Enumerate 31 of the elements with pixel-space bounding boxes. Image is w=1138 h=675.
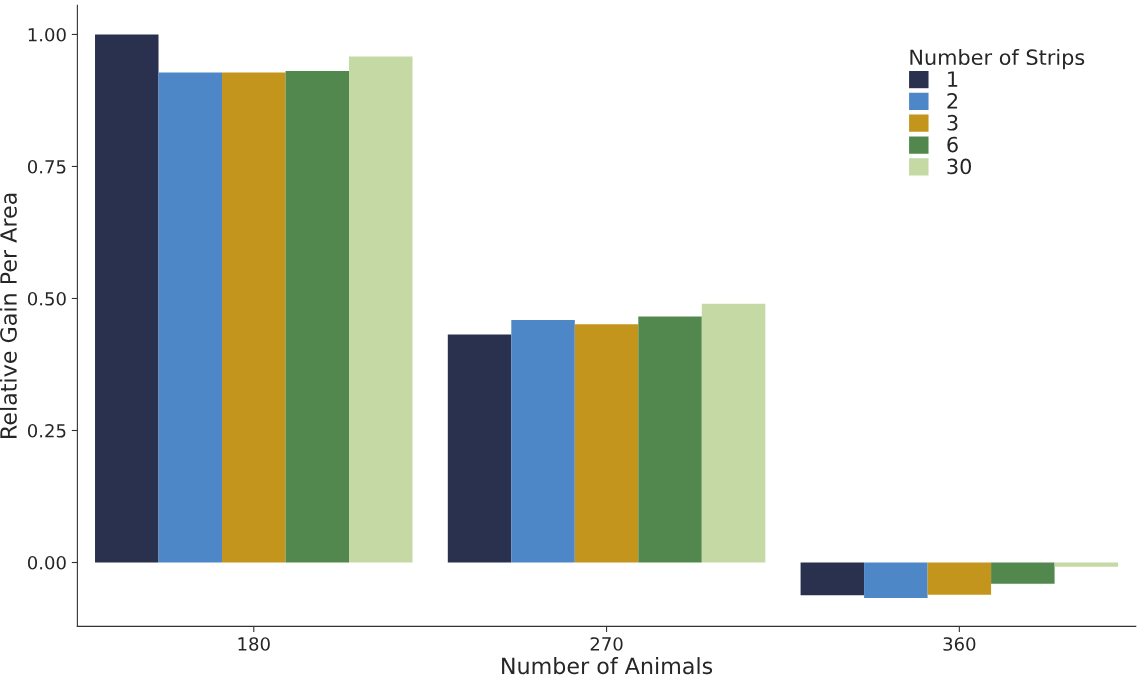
bar: [864, 562, 928, 598]
legend-title: Number of Strips: [910, 48, 1085, 70]
bar: [95, 34, 159, 563]
bar: [991, 562, 1055, 584]
bar: [800, 562, 865, 596]
legend-label: 1: [948, 71, 958, 87]
bar: [638, 316, 702, 563]
bar: [285, 70, 350, 563]
bar: [1054, 562, 1119, 567]
legend-label: 30: [947, 158, 972, 175]
legend-label: 6: [947, 136, 958, 153]
x-tick-label: 180: [238, 637, 270, 651]
x-tick-label: 360: [943, 637, 976, 651]
y-tick-label: 0.50: [27, 291, 66, 306]
bar: [158, 72, 223, 563]
y-tick-label: 1.00: [28, 27, 66, 42]
x-tick-label: 270: [590, 637, 623, 651]
y-axis-title: Relative Gain Per Area: [0, 193, 17, 438]
bar: [447, 334, 512, 563]
legend-label: 3: [947, 114, 958, 131]
bar: [222, 72, 286, 563]
y-tick-label: 0.00: [27, 555, 66, 570]
bar: [701, 303, 766, 563]
bar: [574, 324, 639, 563]
legend-label: 2: [947, 93, 958, 109]
bar: [349, 56, 413, 563]
bar: [511, 320, 575, 563]
bar: [927, 562, 992, 595]
y-tick-label: 0.25: [27, 423, 66, 438]
x-axis-title: Number of Animals: [502, 657, 713, 675]
y-tick-label: 0.75: [27, 159, 66, 174]
